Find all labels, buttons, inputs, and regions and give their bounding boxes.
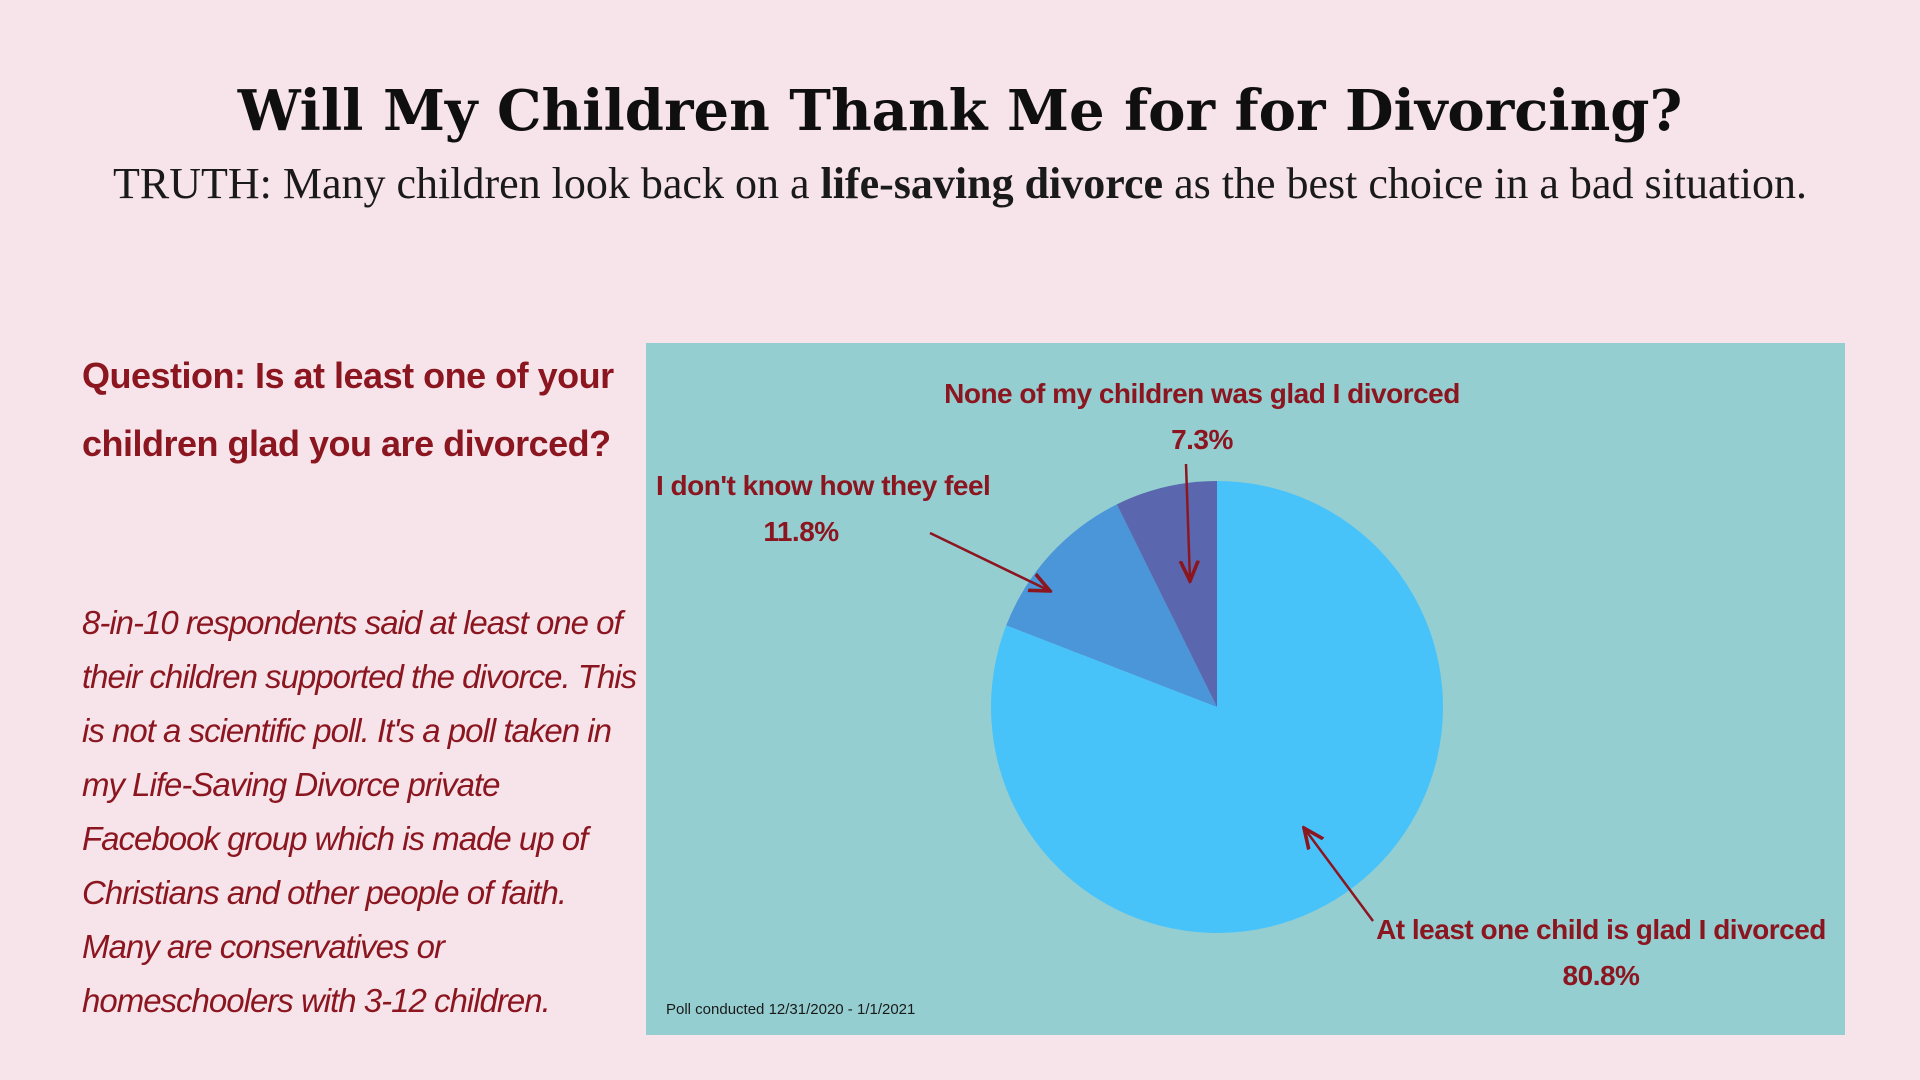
- pie-slice-dont-know: [1006, 504, 1217, 707]
- slice-value-none-glad: 7.3%: [1171, 424, 1233, 455]
- slice-value-at-least-one: 80.8%: [1562, 960, 1640, 991]
- slice-name-at-least-one: At least one child is glad I divorced: [1376, 914, 1826, 945]
- pie-slices: [991, 481, 1443, 933]
- arrow-dont-know: [929, 531, 1050, 591]
- label-arrows: [929, 463, 1375, 922]
- chart-panel: None of my children was glad I divorced …: [646, 343, 1845, 1035]
- arrow-none-glad: [1186, 463, 1190, 581]
- slice-name-none-glad: None of my children was glad I divorced: [944, 378, 1460, 409]
- arrow-at-least-one: [1304, 828, 1375, 922]
- poll-question: Question: Is at least one of your childr…: [82, 355, 614, 464]
- slice-label-none-glad: None of my children was glad I divorced …: [902, 371, 1502, 463]
- pie-slice-none-glad: [1116, 481, 1217, 707]
- poll-footnote: Poll conducted 12/31/2020 - 1/1/2021: [666, 1001, 916, 1018]
- subtitle-emphasis-text: life-saving divorce: [820, 159, 1164, 208]
- subtitle-lead-text: TRUTH: Many children look back on a: [112, 159, 821, 208]
- slice-label-at-least-one: At least one child is glad I divorced 80…: [1371, 907, 1831, 999]
- poll-description: 8-in-10 respondents said at least one of…: [82, 604, 637, 1019]
- page-title: Will My Children Thank Me for for Divorc…: [237, 78, 1683, 144]
- page-subtitle: TRUTH: Many children look back on a life…: [0, 158, 1920, 209]
- slice-value-dont-know: 11.8%: [763, 516, 839, 547]
- subtitle-tail-text: as the best choice in a bad situation.: [1163, 159, 1808, 208]
- slice-label-dont-know: I don't know how they feel 11.8%: [656, 463, 991, 555]
- pie-chart: [929, 463, 1443, 933]
- slice-name-dont-know: I don't know how they feel: [656, 470, 991, 501]
